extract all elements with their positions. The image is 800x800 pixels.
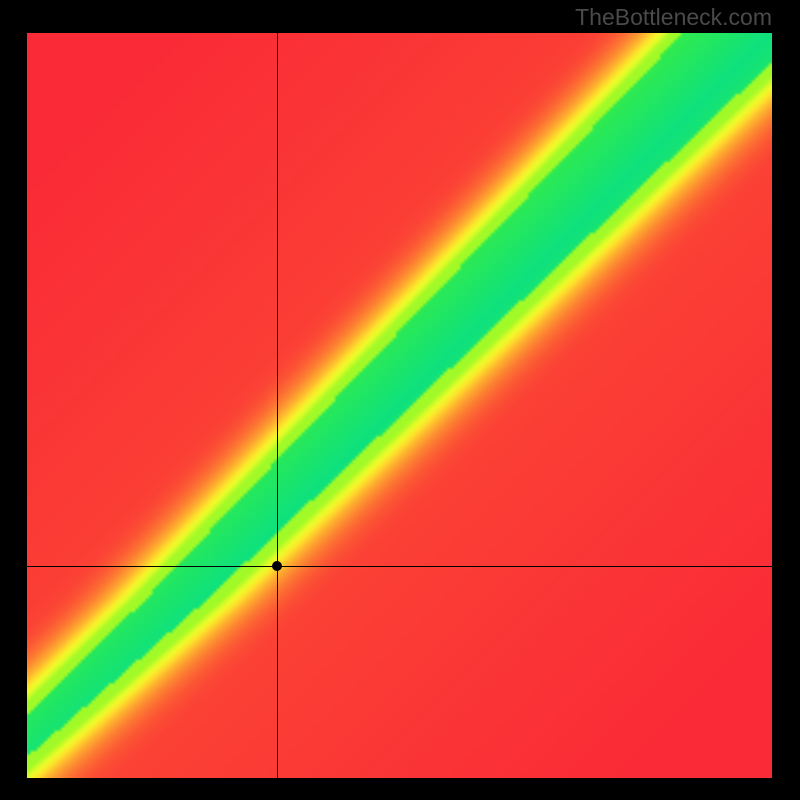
heatmap-canvas (27, 33, 772, 778)
selection-marker (272, 561, 282, 571)
bottleneck-heatmap (27, 33, 772, 778)
watermark-text: TheBottleneck.com (575, 4, 772, 31)
crosshair-vertical (277, 33, 278, 778)
crosshair-horizontal (27, 566, 772, 567)
